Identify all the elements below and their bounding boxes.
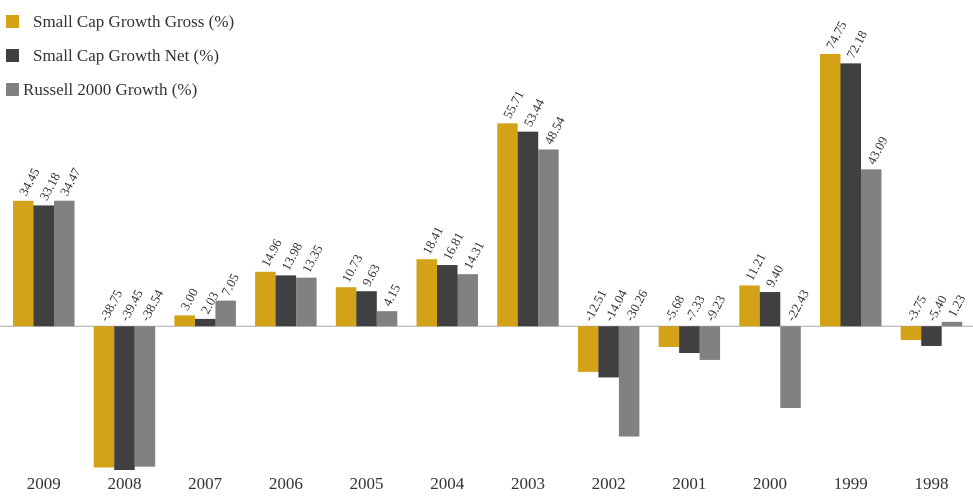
x-tick-label: 2002: [592, 474, 626, 493]
bar: [54, 200, 75, 327]
bar: [437, 265, 458, 327]
x-tick-label: 2007: [188, 474, 223, 493]
bar: [840, 63, 861, 327]
bar: [497, 123, 518, 327]
legend-swatch: [6, 49, 19, 62]
bar: [820, 54, 841, 327]
value-label: 9.63: [359, 261, 383, 288]
bar: [780, 326, 801, 409]
bar: [538, 149, 559, 327]
value-label: 72.18: [843, 28, 870, 61]
legend-label: Small Cap Growth Net (%): [33, 46, 219, 65]
bar: [900, 326, 922, 340]
bar: [699, 326, 721, 360]
x-tick-label: 2001: [672, 474, 706, 493]
value-label: 7.05: [218, 271, 242, 298]
bar: [941, 321, 963, 327]
bar: [921, 326, 942, 346]
bar: [739, 285, 760, 327]
bar: [577, 326, 599, 372]
value-label: 48.54: [541, 114, 568, 147]
x-tick-label: 2000: [753, 474, 787, 493]
value-label: 1.23: [944, 292, 968, 319]
value-label: -22.43: [783, 287, 812, 324]
bar: [517, 131, 539, 327]
value-label: 74.75: [823, 19, 850, 52]
legend-label: Russell 2000 Growth (%): [23, 80, 197, 99]
bar: [658, 326, 680, 347]
bar: [457, 274, 478, 327]
bar: [296, 277, 317, 327]
value-label: -3.75: [903, 293, 929, 324]
value-label: -7.33: [682, 293, 708, 324]
bar: [114, 326, 135, 470]
value-label: 14.31: [460, 239, 487, 272]
x-tick-label: 2009: [27, 474, 61, 493]
legend-label: Small Cap Growth Gross (%): [33, 12, 234, 31]
bar: [255, 271, 276, 327]
value-label: -9.23: [702, 293, 728, 324]
bar: [215, 300, 236, 327]
bar: [376, 311, 398, 327]
bar: [174, 315, 195, 327]
x-tick-label: 2006: [269, 474, 303, 493]
bar: [194, 318, 216, 327]
bar: [33, 205, 54, 327]
value-label: -5.68: [661, 293, 687, 324]
bar: [416, 259, 437, 327]
bar: [861, 169, 882, 327]
bar: [759, 292, 781, 327]
value-label: 53.44: [520, 96, 547, 129]
x-tick-label: 2008: [107, 474, 141, 493]
bar: [275, 275, 297, 327]
value-label: 9.40: [762, 262, 786, 289]
x-tick-label: 1999: [834, 474, 868, 493]
x-tick-label: 2005: [350, 474, 384, 493]
bar: [598, 326, 619, 378]
bar: [93, 326, 115, 468]
value-label: 34.47: [57, 165, 84, 198]
value-label: 43.09: [864, 134, 891, 167]
value-label: 4.15: [379, 281, 403, 308]
bar: [356, 291, 377, 327]
legend-swatch: [6, 83, 19, 96]
x-tick-label: 2004: [430, 474, 465, 493]
x-tick-label: 2003: [511, 474, 545, 493]
bar: [679, 326, 700, 353]
bar: [13, 200, 34, 327]
bar: [618, 326, 640, 437]
x-tick-label: 1998: [914, 474, 948, 493]
legend-swatch: [6, 15, 19, 28]
bar: [335, 287, 357, 327]
bar: [134, 326, 156, 467]
